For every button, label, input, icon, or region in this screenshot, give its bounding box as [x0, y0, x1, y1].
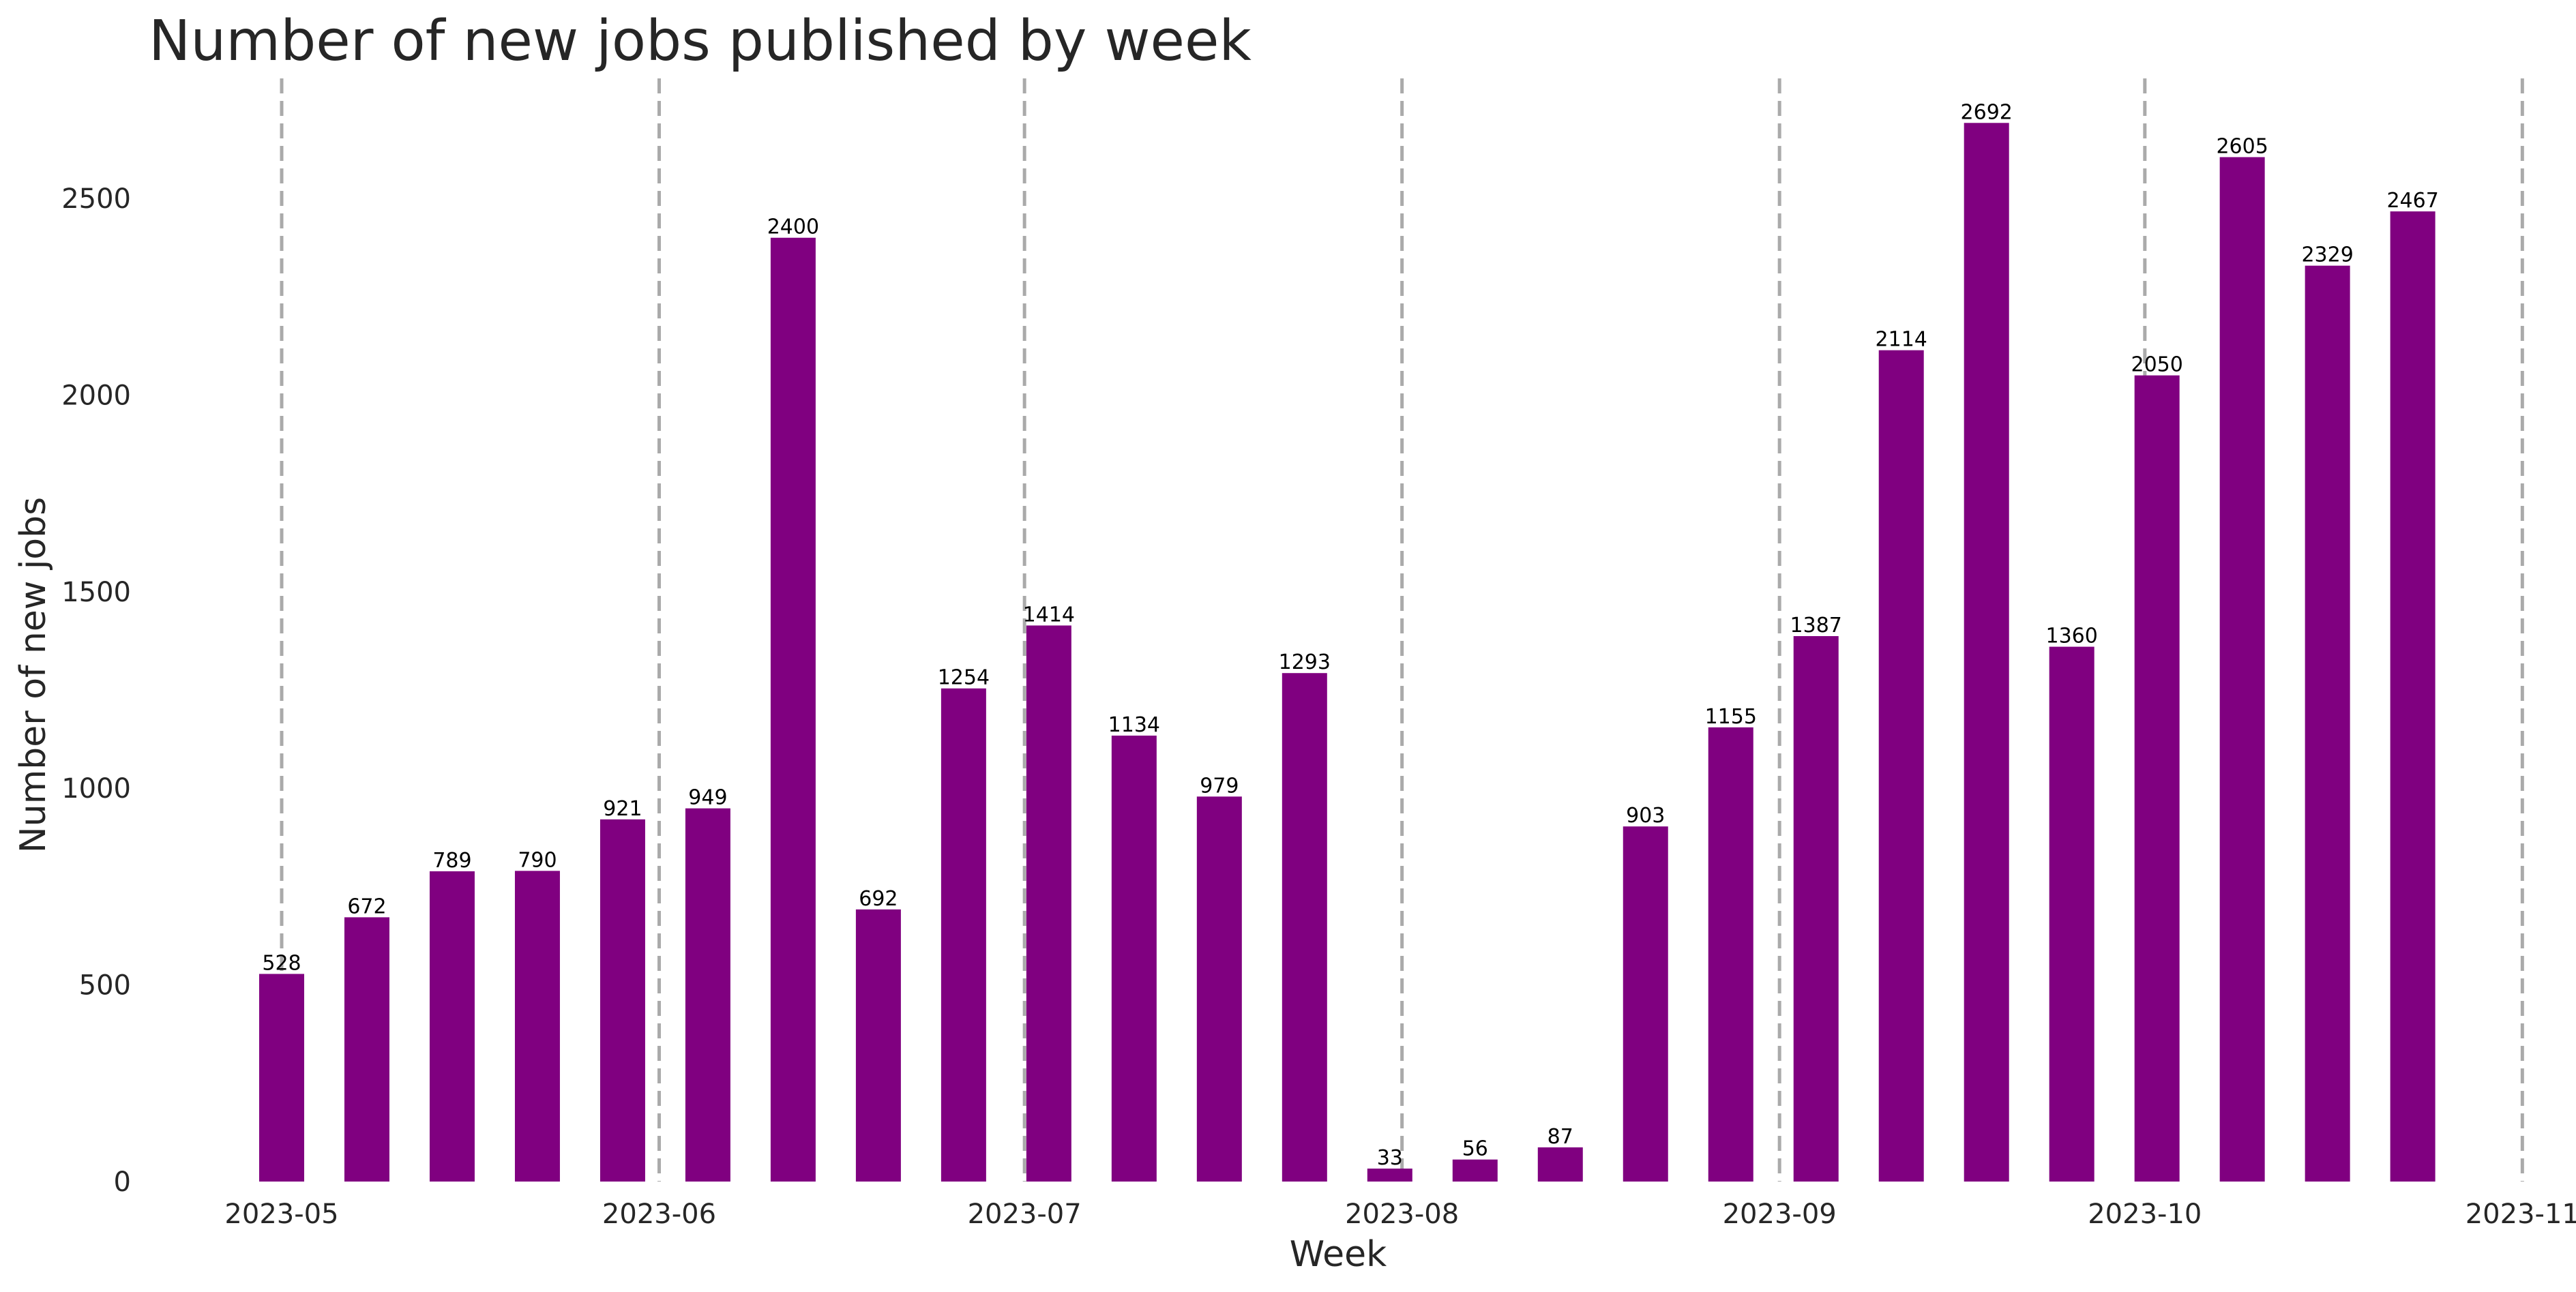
y-tick-1000: 1000	[61, 773, 131, 805]
x-axis-label: Week	[1290, 1234, 1387, 1275]
bar-2023-05-15	[429, 871, 475, 1182]
data-label-2023-10-23: 2467	[2386, 189, 2438, 213]
bar-2023-10-23	[2390, 211, 2436, 1182]
bar-2023-07-24	[1282, 673, 1327, 1182]
bar-2023-07-31	[1367, 1168, 1412, 1182]
bar-2023-10-16	[2305, 265, 2350, 1182]
data-label-2023-09-04: 1387	[1790, 614, 1842, 637]
bars	[259, 123, 2436, 1182]
data-label-2023-10-16: 2329	[2301, 243, 2353, 267]
bar-2023-08-21	[1623, 826, 1668, 1182]
data-label-2023-05-15: 789	[432, 849, 471, 873]
data-label-2023-09-18: 2692	[1961, 100, 2013, 124]
data-label-2023-07-03: 1414	[1023, 603, 1075, 627]
y-tick-1500: 1500	[61, 577, 131, 608]
bar-2023-08-07	[1452, 1159, 1498, 1182]
x-axis-ticks: 2023-05 2023-06 2023-07 2023-08 2023-09 2023-…	[224, 1199, 2576, 1230]
data-label-2023-08-07: 56	[1462, 1137, 1488, 1161]
bar-2023-05-01	[259, 974, 304, 1182]
data-label-2023-10-02: 2050	[2131, 353, 2182, 377]
x-tick-2023-07: 2023-07	[968, 1199, 1082, 1230]
bar-2023-06-12	[770, 237, 816, 1182]
bar-2023-08-14	[1537, 1147, 1583, 1182]
x-tick-2023-08: 2023-08	[1345, 1199, 1459, 1230]
bar-2023-07-03	[1026, 625, 1071, 1182]
y-axis-ticks: 0 500 1000 1500 2000 2500	[61, 183, 131, 1198]
data-label-2023-07-17: 979	[1200, 774, 1239, 798]
bar-2023-07-10	[1111, 735, 1157, 1182]
x-tick-2023-05: 2023-05	[224, 1199, 338, 1230]
bar-2023-06-26	[941, 688, 986, 1182]
bar-2023-09-25	[2049, 646, 2094, 1182]
bar-2023-09-18	[1964, 123, 2009, 1182]
data-label-2023-09-25: 1360	[2046, 625, 2098, 648]
bar-2023-08-28	[1708, 727, 1753, 1182]
data-label-2023-07-24: 1293	[1279, 650, 1331, 674]
bar-2023-10-09	[2219, 157, 2265, 1182]
y-axis-label: Number of new jobs	[13, 497, 54, 853]
data-label-2023-10-09: 2605	[2216, 134, 2268, 158]
x-tick-2023-10: 2023-10	[2088, 1199, 2202, 1230]
data-label-2023-06-19: 692	[859, 887, 898, 911]
data-label-2023-05-29: 921	[603, 797, 642, 821]
bar-2023-05-22	[514, 871, 560, 1182]
y-tick-500: 500	[79, 970, 131, 1002]
data-labels: 528 672 789 790 921 949 2400 692 1254 1414 1134 979…	[262, 100, 2438, 1170]
data-label-2023-05-01: 528	[262, 951, 301, 975]
bar-2023-07-17	[1196, 796, 1242, 1182]
data-label-2023-09-11: 2114	[1876, 328, 1927, 352]
x-tick-2023-11: 2023-11	[2466, 1199, 2576, 1230]
y-tick-2000: 2000	[61, 380, 131, 411]
bar-2023-09-11	[1878, 350, 1924, 1182]
bar-2023-09-04	[1793, 635, 1839, 1182]
y-tick-0: 0	[114, 1167, 131, 1198]
data-label-2023-07-10: 1134	[1108, 713, 1160, 737]
bar-2023-10-02	[2134, 375, 2180, 1182]
bar-2023-05-29	[599, 819, 645, 1182]
y-tick-2500: 2500	[61, 183, 131, 215]
data-label-2023-06-26: 1254	[938, 666, 990, 690]
data-label-2023-06-05: 949	[688, 786, 727, 810]
x-tick-2023-09: 2023-09	[1723, 1199, 1837, 1230]
bar-2023-06-19	[855, 909, 901, 1182]
data-label-2023-08-28: 1155	[1705, 705, 1757, 729]
data-label-2023-08-21: 903	[1626, 804, 1665, 828]
bar-2023-05-08	[344, 917, 389, 1182]
chart-title: Number of new jobs published by week	[149, 9, 1252, 74]
data-label-2023-05-22: 790	[518, 848, 557, 872]
data-label-2023-08-14: 87	[1548, 1125, 1573, 1149]
data-label-2023-06-12: 2400	[767, 215, 819, 239]
x-tick-2023-06: 2023-06	[602, 1199, 716, 1230]
data-label-2023-05-08: 672	[347, 895, 386, 918]
data-label-2023-07-31: 33	[1377, 1146, 1403, 1170]
bar-2023-06-05	[685, 808, 730, 1182]
